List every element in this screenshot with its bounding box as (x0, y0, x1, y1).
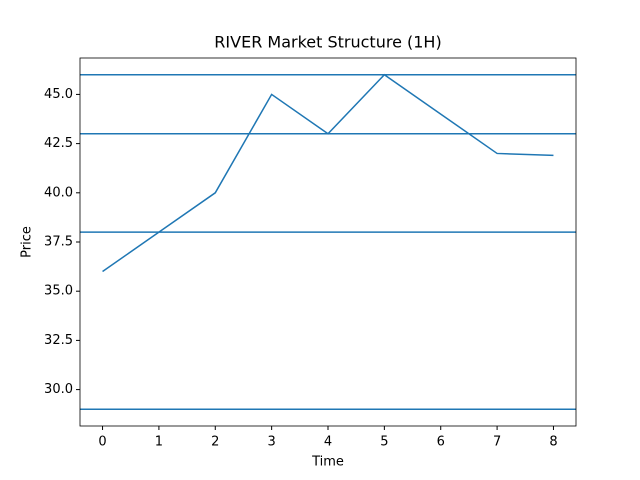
y-axis-label: Price (20, 226, 35, 258)
x-tick-label: 3 (267, 435, 275, 450)
x-tick-label: 8 (549, 435, 557, 450)
plot-frame (79, 57, 577, 427)
y-tick-label: 45.0 (44, 87, 73, 102)
y-tick-label: 35.0 (44, 284, 73, 299)
y-tick-label: 30.0 (44, 382, 73, 397)
x-tick-label: 0 (98, 435, 106, 450)
x-axis-label: Time (311, 455, 344, 470)
chart-title: RIVER Market Structure (1H) (214, 33, 441, 52)
y-tick-label: 42.5 (44, 136, 73, 151)
y-tick-label: 37.5 (44, 235, 73, 250)
y-tick-label: 40.0 (44, 185, 73, 200)
x-tick-label: 6 (437, 435, 445, 450)
data-line (102, 73, 554, 273)
x-tick-label: 4 (324, 435, 332, 450)
y-tick-label: 32.5 (44, 333, 73, 348)
x-tick-label: 7 (493, 435, 501, 450)
x-tick-label: 2 (211, 435, 219, 450)
x-tick-label: 5 (380, 435, 388, 450)
x-tick-label: 1 (155, 435, 163, 450)
